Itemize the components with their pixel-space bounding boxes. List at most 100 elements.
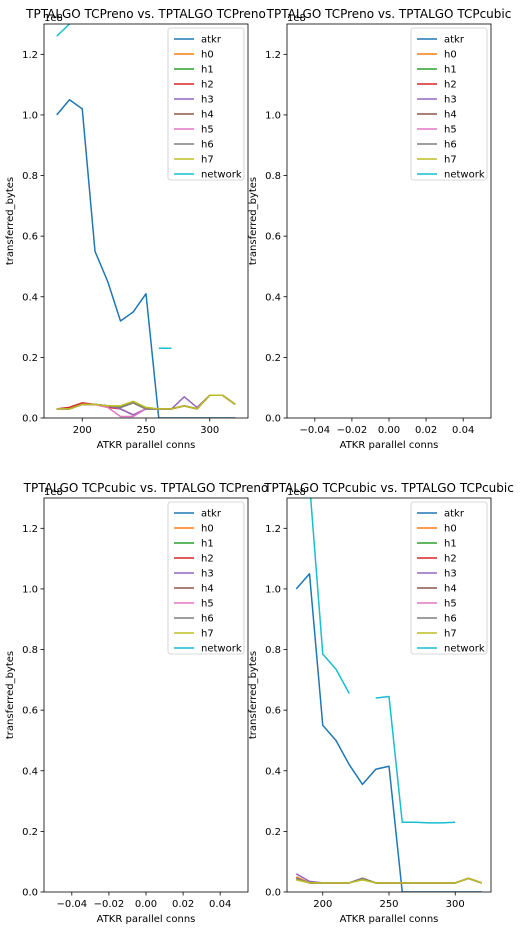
legend-label-h1: h1 [444,539,457,550]
x-axis-label: ATKR parallel conns [97,440,196,451]
y-tick-label: 0.4 [265,292,281,303]
y-tick-label: 0.6 [22,232,38,243]
legend-label-h2: h2 [201,80,214,91]
x-tick-label: 200 [73,425,92,436]
y-tick-label: 0.4 [265,766,281,777]
chart-title: TPTALGO TCPreno vs. TPTALGO TCPreno [25,7,266,21]
legend-label-network: network [201,170,242,181]
y-tick-label: 0.8 [22,645,38,656]
chart-4: 0.0 0.2 0.4 0.6 0.8 1.0 1.2 200 250 300 1e8TPTALGO… [248,481,514,925]
y-tick-label: 0.0 [265,414,281,425]
legend-label-h4: h4 [201,584,214,595]
y-tick-label: 0.6 [265,706,281,717]
y-tick-label: 1.0 [22,584,38,595]
legend-label-h5: h5 [444,125,457,136]
chart-1: 0.00.20.40.60.81.01.2200 250 3001e8TPTALGO… [5,7,266,451]
legend: atkr h0 h1 h2 h3 h4 h5 h6 h7 network [168,502,244,655]
y-tick-label: 0.4 [22,766,38,777]
y-tick-label: 1.0 [265,584,281,595]
legend-label-h7: h7 [444,629,457,640]
legend-label-h5: h5 [201,599,214,610]
legend-label-h4: h4 [444,110,457,121]
x-tick-label: 0.00 [135,899,157,910]
y-tick-label: 0.8 [265,171,281,182]
y-tick-label: 1.0 [265,110,281,121]
x-tick-label: 0.04 [452,425,474,436]
x-tick-label: −0.04 [299,425,330,436]
y-tick-label: 0.0 [265,888,281,899]
legend-label-h0: h0 [444,50,457,61]
legend-label-h4: h4 [444,584,457,595]
x-tick-label: 300 [200,425,219,436]
series-line-h0 [296,877,481,883]
chart-2: 0.0 0.2 0.4 0.6 0.8 1.0 1.2 −0.04 −0.02 0.00 0.02 0… [248,7,511,451]
legend-label-h6: h6 [201,140,214,151]
chart-3: 0.0 0.2 0.4 0.6 0.8 1.0 1.2 −0.04 −0.02 0.00 0.02 0… [5,481,268,925]
legend-label-h4: h4 [201,110,214,121]
series-line-h3 [296,874,481,883]
y-tick-label: 1.2 [265,50,281,61]
chart-title: TPTALGO TCPcubic vs. TPTALGO TCPcubic [263,481,514,495]
y-tick-label: 0.6 [22,706,38,717]
x-axis-label: ATKR parallel conns [340,914,439,925]
y-tick-label: 0.6 [265,232,281,243]
y-axis-label: transferred_bytes [248,177,259,265]
y-axis-label: transferred_bytes [5,177,16,265]
legend-label-network: network [444,644,485,655]
legend-label-h6: h6 [444,614,457,625]
chart-title: TPTALGO TCPreno vs. TPTALGO TCPcubic [266,7,512,21]
x-tick-label: −0.04 [56,899,87,910]
y-tick-label: 0.2 [22,827,38,838]
y-axis-label: transferred_bytes [5,651,16,739]
legend-label-h2: h2 [201,554,214,565]
legend-label-h3: h3 [201,569,214,580]
x-axis-label: ATKR parallel conns [340,440,439,451]
x-tick-label: −0.02 [337,425,368,436]
legend-label-h5: h5 [201,125,214,136]
y-tick-label: 0.0 [22,888,38,899]
y-tick-label: 0.2 [265,353,281,364]
legend-label-h5: h5 [444,599,457,610]
x-tick-label: 0.02 [415,425,437,436]
legend-label-h1: h1 [201,539,214,550]
y-tick-label: 0.0 [22,414,38,425]
legend-label-h1: h1 [201,65,214,76]
y-tick-label: 0.8 [22,171,38,182]
legend-label-h3: h3 [201,95,214,106]
x-tick-label: 0.04 [209,899,231,910]
series-line-h3 [57,395,236,415]
legend: atkr h0 h1 h2 h3 h4 h5 h6 h7 network [168,28,244,181]
legend-label-atkr: atkr [444,509,465,520]
x-tick-label: 300 [446,899,465,910]
x-tick-label: 0.00 [378,425,400,436]
legend-label-h2: h2 [444,554,457,565]
series-line-h7 [296,878,481,883]
x-axis-label: ATKR parallel conns [97,914,196,925]
legend-label-atkr: atkr [444,35,465,46]
legend-label-atkr: atkr [201,35,222,46]
series-line-h2 [57,395,236,415]
y-tick-label: 1.2 [265,524,281,535]
x-tick-label: 200 [313,899,332,910]
chart-title: TPTALGO TCPcubic vs. TPTALGO TCPreno [23,481,269,495]
legend-label-atkr: atkr [201,509,222,520]
y-tick-label: 1.0 [22,110,38,121]
legend-label-h6: h6 [444,140,457,151]
y-tick-label: 0.4 [22,292,38,303]
y-tick-label: 0.2 [265,827,281,838]
legend-label-h7: h7 [444,155,457,166]
x-tick-label: 250 [379,899,398,910]
legend: atkr h0 h1 h2 h3 h4 h5 h6 h7 network [411,502,487,655]
legend-label-h3: h3 [444,95,457,106]
y-tick-label: 0.2 [22,353,38,364]
x-tick-label: 250 [136,425,155,436]
legend-label-h0: h0 [201,524,214,535]
legend-label-h3: h3 [444,569,457,580]
y-tick-label: 1.2 [22,524,38,535]
legend-label-h2: h2 [444,80,457,91]
y-tick-label: 1.2 [22,50,38,61]
legend-label-h6: h6 [201,614,214,625]
legend-label-h0: h0 [201,50,214,61]
legend-label-network: network [201,644,242,655]
